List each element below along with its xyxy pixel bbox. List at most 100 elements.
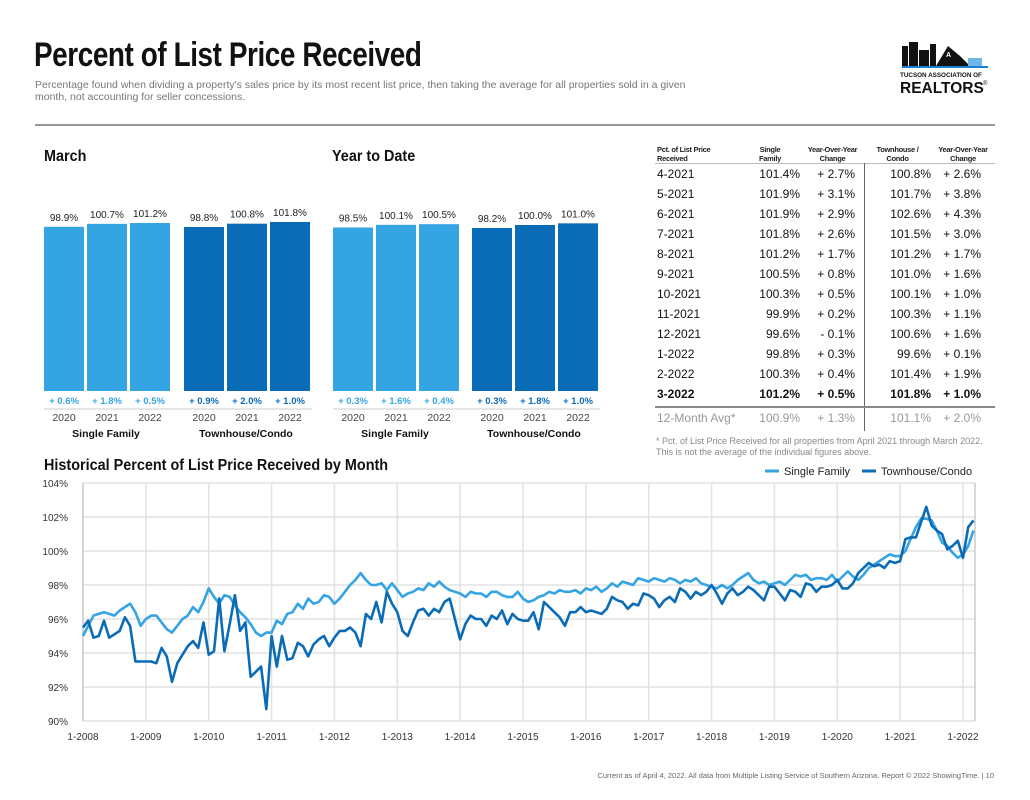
bar-change-label: + 1.6% <box>381 396 411 407</box>
row-sf-change: + 0.5% <box>817 287 855 301</box>
bar-group-label: Townhouse/Condo <box>199 428 293 440</box>
table-header-th-change: Year-Over-Year Change <box>938 145 988 163</box>
bar-year-label: 2022 <box>278 412 302 424</box>
row-sf-change: + 0.3% <box>817 347 855 361</box>
avg-th-change: + 2.0% <box>943 411 981 425</box>
row-th-change: + 1.9% <box>943 367 981 381</box>
row-period: 10-2021 <box>657 287 702 301</box>
table-row: 2-2022 100.3% + 0.4% 101.4% + 1.9% <box>655 364 995 384</box>
y-tick-label: 100% <box>42 547 68 558</box>
bar-value-label: 98.8% <box>190 213 218 224</box>
row-th: 100.6% <box>890 327 931 341</box>
row-th-change: + 3.8% <box>943 187 981 201</box>
x-tick-label: 1-2013 <box>382 732 414 743</box>
legend-label-single-family: Single Family <box>784 466 851 478</box>
x-tick-label: 1-2008 <box>67 732 99 743</box>
row-th-change: + 2.6% <box>943 167 981 181</box>
series-line-townhouse <box>81 505 975 711</box>
bar-change-label: + 1.8% <box>92 396 122 407</box>
y-tick-label: 92% <box>48 683 68 694</box>
page-footer: Current as of April 4, 2022. All data fr… <box>597 771 994 780</box>
row-th-change: + 1.6% <box>943 327 981 341</box>
logo-skyline-icon: A TUCSON ASSOCIATION OF REALTORS ® <box>900 42 988 97</box>
row-sf-change: + 0.5% <box>817 387 855 401</box>
row-period: 2-2022 <box>657 367 695 381</box>
bar-year-label: 2022 <box>566 412 590 424</box>
table-header-townhouse: Townhouse / Condo <box>876 145 919 163</box>
bar-value-label: 98.2% <box>478 214 506 225</box>
row-sf: 99.8% <box>765 347 800 361</box>
row-period: 7-2021 <box>657 227 695 241</box>
bar-value-label: 101.8% <box>273 208 307 219</box>
bar-change-label: + 0.3% <box>477 396 507 407</box>
row-sf-change: + 0.4% <box>817 367 855 381</box>
bar-value-label: 98.9% <box>50 213 78 224</box>
row-sf-change: + 0.8% <box>817 267 855 281</box>
bar-townhouse <box>558 223 598 391</box>
row-th-change: + 4.3% <box>943 207 981 221</box>
bar-group-label: Townhouse/Condo <box>487 428 581 440</box>
legend-label-townhouse: Townhouse/Condo <box>881 466 972 478</box>
line-chart-title: Historical Percent of List Price Receive… <box>44 457 389 474</box>
row-th: 101.2% <box>890 247 931 261</box>
table-footnote: * Pct. of List Price Received for all pr… <box>656 436 983 457</box>
x-tick-label: 1-2011 <box>256 732 287 743</box>
x-tick-label: 1-2014 <box>445 732 477 743</box>
row-period: 3-2022 <box>657 387 695 401</box>
row-sf-change: + 2.7% <box>817 167 855 181</box>
bar-change-label: + 0.4% <box>424 396 454 407</box>
row-sf: 100.3% <box>759 287 800 301</box>
row-sf: 100.5% <box>759 267 800 281</box>
bar-year-label: 2021 <box>235 412 259 424</box>
row-th: 101.8% <box>890 387 931 401</box>
row-th: 101.0% <box>890 267 931 281</box>
bar-single-family <box>44 226 84 391</box>
x-tick-label: 1-2012 <box>319 732 351 743</box>
row-sf: 101.9% <box>759 207 800 221</box>
x-tick-label: 1-2016 <box>570 732 602 743</box>
bar-change-label: + 0.6% <box>49 396 79 407</box>
bar-value-label: 100.0% <box>518 211 552 222</box>
realtors-logo: A TUCSON ASSOCIATION OF REALTORS ® <box>898 40 994 97</box>
march-panel-title: March <box>44 148 87 165</box>
row-sf: 101.9% <box>759 187 800 201</box>
bar-value-label: 100.7% <box>90 210 124 221</box>
table-header-period: Pct. of List Price Received <box>657 145 711 163</box>
y-tick-label: 96% <box>48 615 68 626</box>
bar-year-label: 2021 <box>95 412 119 424</box>
avg-th: 101.1% <box>890 411 931 425</box>
row-sf: 99.6% <box>765 327 800 341</box>
header-divider <box>35 124 995 126</box>
x-tick-label: 1-2018 <box>696 732 728 743</box>
logo-mark: ® <box>983 80 988 87</box>
table-row: 3-2022 101.2% + 0.5% 101.8% + 1.0% <box>655 384 995 404</box>
x-tick-label: 1-2009 <box>130 732 162 743</box>
page-subtitle: Percentage found when dividing a propert… <box>35 79 686 103</box>
row-th: 101.5% <box>890 227 931 241</box>
table-row: 5-2021 101.9% + 3.1% 101.7% + 3.8% <box>655 184 995 204</box>
row-th: 100.1% <box>890 287 931 301</box>
x-tick-label: 1-2022 <box>947 732 979 743</box>
row-th: 100.3% <box>890 307 931 321</box>
avg-sf-change: + 1.3% <box>817 411 855 425</box>
table-header-divider <box>655 163 995 164</box>
bar-group-label: Single Family <box>361 428 429 440</box>
table-row: 6-2021 101.9% + 2.9% 102.6% + 4.3% <box>655 204 995 224</box>
logo-line1: TUCSON ASSOCIATION OF <box>900 72 982 79</box>
row-period: 5-2021 <box>657 187 695 201</box>
bar-charts: 98.9% + 0.6% 2020 100.7% + 1.8% 2021 101.2% + 0… <box>44 208 600 440</box>
bar-value-label: 100.5% <box>422 210 456 221</box>
bar-group-label: Single Family <box>72 428 140 440</box>
row-th-change: + 1.0% <box>943 287 981 301</box>
row-th: 101.4% <box>890 367 931 381</box>
row-th-change: + 3.0% <box>943 227 981 241</box>
bar-value-label: 101.0% <box>561 209 595 220</box>
bar-change-label: + 2.0% <box>232 396 262 407</box>
x-tick-label: 1-2015 <box>507 732 539 743</box>
table-row: 4-2021 101.4% + 2.7% 100.8% + 2.6% <box>655 164 995 184</box>
table-row: 8-2021 101.2% + 1.7% 101.2% + 1.7% <box>655 244 995 264</box>
bar-change-label: + 1.0% <box>275 396 305 407</box>
bar-single-family <box>87 223 127 391</box>
row-sf-change: - 0.1% <box>820 327 855 341</box>
bar-year-label: 2021 <box>523 412 547 424</box>
